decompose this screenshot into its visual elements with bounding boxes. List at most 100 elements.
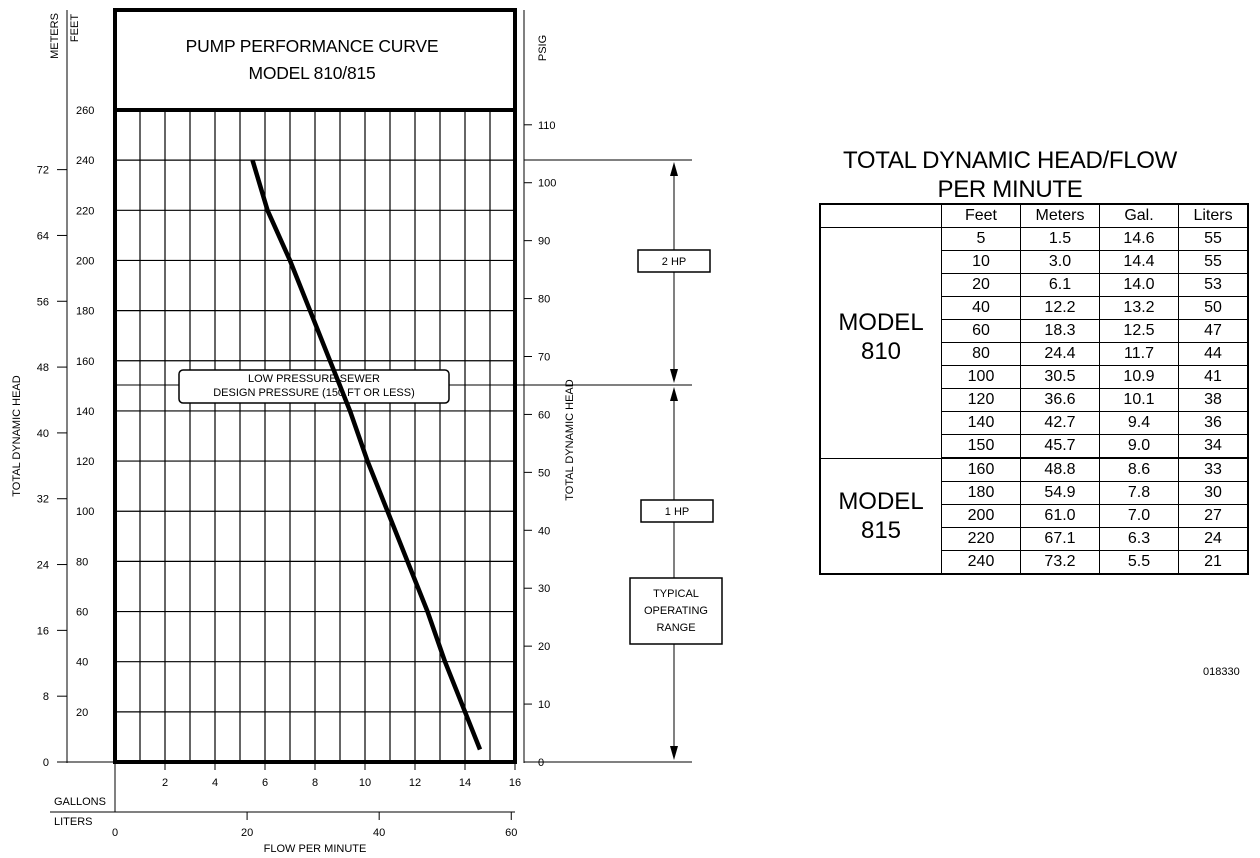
- psig-tick-label: 90: [538, 236, 550, 248]
- table-cell: 55: [1178, 227, 1249, 251]
- table-header-cell: Gal.: [1099, 203, 1179, 228]
- table-title-line1: TOTAL DYNAMIC HEAD/FLOW: [842, 147, 1178, 174]
- liter-tick-label: 60: [505, 827, 517, 839]
- table-row: 140 42.7 9.4 36: [820, 411, 1249, 435]
- table-cell: 18.3: [1020, 319, 1100, 343]
- pump-performance-chart: PUMP PERFORMANCE CURVE MODEL 810/815 2 0 4…: [11, 8, 723, 855]
- table-cell: 21: [1178, 550, 1249, 575]
- table-cell: 3.0: [1020, 250, 1100, 274]
- table-cell: 100: [941, 365, 1021, 389]
- table-cell: 6.1: [1020, 273, 1100, 297]
- arrow-head-icon: [670, 746, 678, 760]
- table-cell: 34: [1178, 434, 1249, 459]
- table-cell: 27: [1178, 504, 1249, 528]
- table-cell: 33: [1178, 457, 1249, 482]
- table-cell: 30.5: [1020, 365, 1100, 389]
- table-title-line2: PER MINUTE: [937, 176, 1083, 203]
- model-label-line2: 810: [860, 338, 902, 365]
- table-cell: 10.9: [1099, 365, 1179, 389]
- table-cell: 14.0: [1099, 273, 1179, 297]
- performance-table: Feet Meters Gal. Liters MODEL 810 5 1.5 14.6…: [819, 203, 1249, 575]
- psig-tick-label: 60: [538, 409, 550, 421]
- pump-curve-line: [250, 159, 483, 751]
- table-cell: 20: [941, 273, 1021, 297]
- model-label-cell: MODEL 810: [819, 227, 942, 459]
- table-cell: 10: [941, 250, 1021, 274]
- table-cell: 10.1: [1099, 388, 1179, 412]
- feet-tick-label: 140: [76, 406, 94, 418]
- table-cell: 44: [1178, 342, 1249, 366]
- meter-tick-label: 16: [37, 625, 49, 637]
- arrow-head-icon: [670, 369, 678, 383]
- model-label-line1: MODEL: [838, 309, 924, 336]
- feet-tick-label: 60: [76, 607, 88, 619]
- psig-tick-label: 50: [538, 467, 550, 479]
- psig-tick-label: 80: [538, 294, 550, 306]
- table-row: 60 18.3 12.5 47: [820, 319, 1249, 343]
- table-cell: 38: [1178, 388, 1249, 412]
- table-cell: 220: [941, 527, 1021, 551]
- table-cell: 1.5: [1020, 227, 1100, 251]
- table-cell: 180: [941, 481, 1021, 505]
- chart-subtitle: MODEL 810/815: [248, 63, 375, 83]
- feet-tick-label: 260: [76, 105, 94, 117]
- model-label-line1: MODEL: [838, 487, 924, 515]
- table-cell: 30: [1178, 481, 1249, 505]
- psig-tick-label: 110: [538, 120, 556, 132]
- liter-ticks: 0 20 40 60: [112, 811, 517, 839]
- feet-tick-label: 160: [76, 356, 94, 368]
- psig-tick-label: 30: [538, 583, 550, 595]
- table-row: 220 67.1 6.3 24: [820, 527, 1249, 551]
- table-cell: 40: [941, 296, 1021, 320]
- gallon-tick-label: 8: [312, 777, 318, 789]
- meter-tick-label: 24: [37, 560, 49, 572]
- meter-tick-label: 72: [37, 165, 49, 177]
- psig-tick-label: 100: [538, 178, 556, 190]
- table-cell: 42.7: [1020, 411, 1100, 435]
- table-cell: 120: [941, 388, 1021, 412]
- arrow-head-icon: [670, 162, 678, 176]
- gallon-tick-label: 14: [459, 777, 471, 789]
- gallon-tick-label: 6: [262, 777, 268, 789]
- model-label-cell: MODEL 815: [819, 457, 942, 575]
- table-cell: 53: [1178, 273, 1249, 297]
- meter-tick-label: 0: [43, 757, 49, 769]
- meter-tick-label: 8: [43, 691, 49, 703]
- gallon-ticks: 2 4 6 8 10 12 14 16: [114, 762, 521, 812]
- table-cell: 12.2: [1020, 296, 1100, 320]
- table-cell: 13.2: [1099, 296, 1179, 320]
- psig-tick-label: 10: [538, 699, 550, 711]
- 2hp-label: 2 HP: [662, 256, 686, 268]
- liter-tick-label: 40: [373, 827, 385, 839]
- table-row: 200 61.0 7.0 27: [820, 504, 1249, 528]
- psig-tick-label: 0: [538, 757, 544, 769]
- table-cell: 5.5: [1099, 550, 1179, 575]
- table-header-row: Feet Meters Gal. Liters: [819, 203, 1249, 228]
- chart-title: PUMP PERFORMANCE CURVE: [186, 36, 439, 56]
- meter-tick-label: 48: [37, 362, 49, 374]
- table-cell: 45.7: [1020, 434, 1100, 459]
- table-cell: 36.6: [1020, 388, 1100, 412]
- feet-tick-label: 220: [76, 205, 94, 217]
- table-cell: 9.4: [1099, 411, 1179, 435]
- table-cell: 48.8: [1020, 457, 1100, 482]
- table-cell: 55: [1178, 250, 1249, 274]
- table-cell: 240: [941, 550, 1021, 575]
- figure-code: 018330: [1203, 666, 1240, 678]
- gallon-tick-label: 10: [359, 777, 371, 789]
- psig-tick-label: 40: [538, 525, 550, 537]
- table-cell: 24: [1178, 527, 1249, 551]
- operating-range-box: [629, 577, 723, 645]
- table-cell: 14.6: [1099, 227, 1179, 251]
- psig-ticks: 0 10 20 30 40 50 60 70 80 90 100 110: [524, 120, 556, 769]
- gallon-tick-label: 2: [162, 777, 168, 789]
- table-row: MODEL 810 5 1.5 14.6 55: [819, 227, 1249, 459]
- chart-grid: [115, 110, 515, 762]
- gallon-tick-label: 12: [409, 777, 421, 789]
- operating-range-label-1: TYPICAL: [653, 588, 699, 600]
- table-cell: 47: [1178, 319, 1249, 343]
- model-label-line2: 815: [860, 516, 902, 544]
- feet-tick-label: 200: [76, 255, 94, 267]
- 1hp-box: [640, 499, 714, 523]
- operating-range-label-3: RANGE: [656, 622, 695, 634]
